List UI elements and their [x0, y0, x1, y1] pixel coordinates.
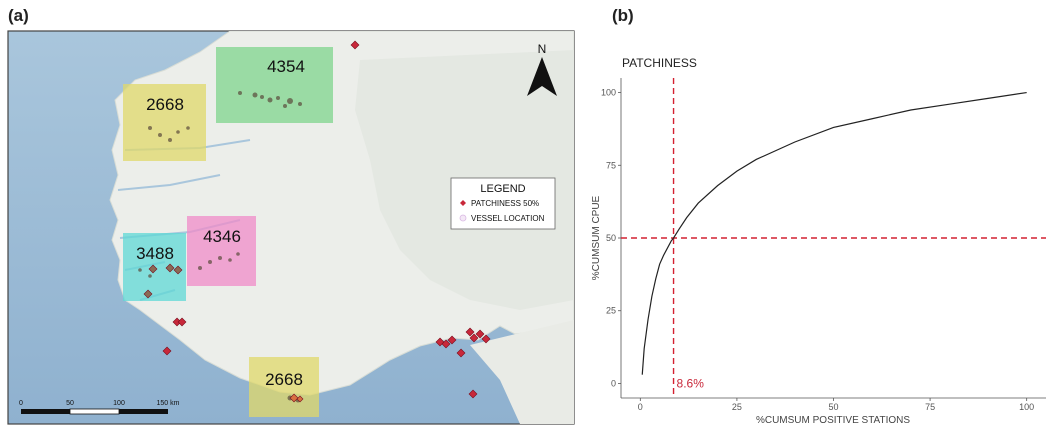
legend-circle-icon — [459, 214, 467, 222]
ytick-label: 25 — [606, 306, 616, 316]
legend-item-label: VESSEL LOCATION — [471, 214, 545, 223]
threshold-annotation: 8.6% — [677, 376, 705, 390]
ytick-label: 100 — [601, 88, 616, 98]
study-areas: 4354 2668 3488 4346 2668 — [123, 47, 333, 417]
area-label: 2668 — [146, 95, 184, 114]
panel-b-label: (b) — [612, 6, 634, 25]
area-label: 4346 — [203, 227, 241, 246]
patchiness-markers — [143, 40, 491, 403]
scale-bar: 0 50 100 150 km — [19, 400, 180, 415]
scale-tick: 50 — [66, 400, 74, 407]
xtick-label: 100 — [1019, 402, 1034, 412]
north-arrow-icon — [527, 57, 557, 96]
ytick-label: 75 — [606, 160, 616, 170]
area-box — [187, 216, 256, 286]
map-sweden-land — [470, 320, 574, 424]
area-label: 4354 — [267, 57, 305, 76]
xtick-label: 50 — [828, 402, 838, 412]
y-axis-title: %CUMSUM CPUE — [591, 195, 602, 280]
x-axis-title: %CUMSUM POSITIVE STATIONS — [756, 415, 910, 426]
ytick-label: 0 — [611, 378, 616, 388]
xtick-label: 0 — [638, 402, 643, 412]
area-box — [123, 84, 206, 161]
panel-a-label: (a) — [8, 6, 29, 25]
ytick-label: 50 — [606, 233, 616, 243]
chart-title: PATCHINESS — [622, 56, 697, 70]
legend-item-label: PATCHINESS 50% — [471, 199, 539, 208]
area-label: 3488 — [136, 244, 174, 263]
scale-tick: 150 km — [157, 400, 180, 407]
area-box — [249, 357, 319, 417]
ytick-labels: 0 25 50 75 100 — [601, 88, 616, 389]
series-line — [641, 91, 1027, 375]
legend-diamond-icon — [460, 200, 466, 206]
north-label: N — [538, 42, 547, 56]
xtick-label: 25 — [732, 402, 742, 412]
north-arrow: N — [527, 42, 557, 96]
scale-tick: 100 — [113, 400, 125, 407]
xtick-labels: 0 25 50 75 100 — [638, 402, 1034, 412]
map-legend: LEGEND PATCHINESS 50% VESSEL LOCATION — [450, 177, 556, 230]
map-panel: 4354 2668 3488 4346 2668 — [7, 30, 575, 425]
scale-tick: 0 — [19, 400, 23, 407]
area-label: 2668 — [265, 370, 303, 389]
area-box — [216, 47, 333, 123]
legend-title: LEGEND — [480, 183, 525, 195]
xtick-label: 75 — [925, 402, 935, 412]
patchiness-chart: PATCHINESS %CUMSUM CPUE %CUMSUM POSITIVE… — [591, 56, 1046, 426]
